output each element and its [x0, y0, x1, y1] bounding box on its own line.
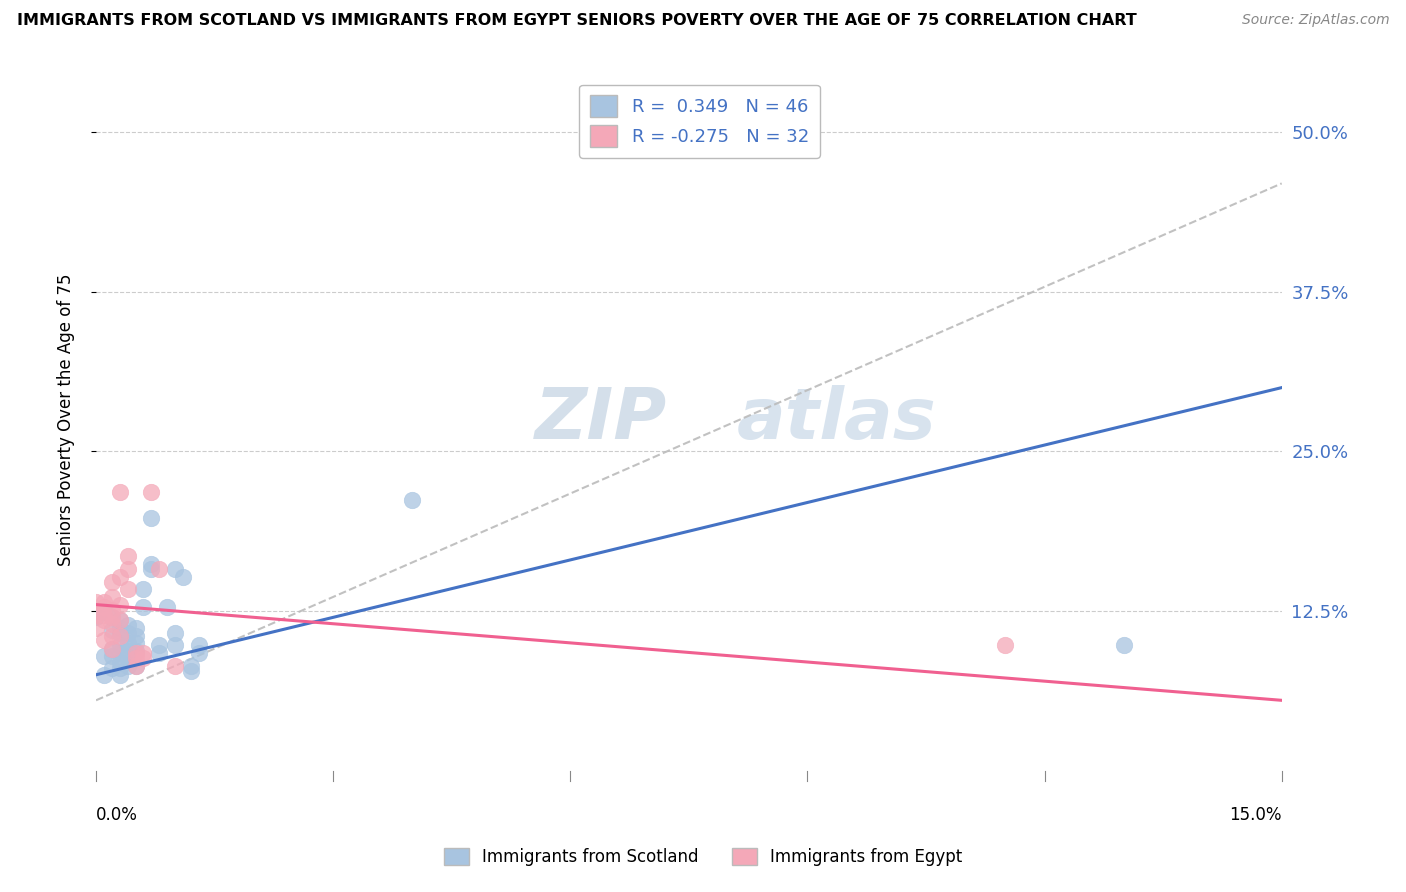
Point: [108, 613, 131, 627]
Point: [124, 636, 146, 650]
Point: [108, 661, 131, 675]
Point: [117, 658, 139, 673]
Point: [141, 485, 163, 500]
Point: [124, 643, 146, 657]
Text: 0.0%: 0.0%: [96, 806, 138, 824]
Point: [148, 646, 170, 660]
Point: [117, 643, 139, 657]
Point: [165, 639, 187, 653]
Point: [141, 562, 163, 576]
Point: [84, 610, 107, 624]
Point: [93, 633, 115, 648]
Point: [84, 595, 107, 609]
Point: [117, 582, 139, 597]
Point: [124, 658, 146, 673]
Point: [180, 658, 202, 673]
Text: atlas: atlas: [737, 385, 936, 454]
Point: [148, 639, 170, 653]
Point: [101, 590, 124, 604]
Point: [117, 618, 139, 632]
Point: [994, 639, 1017, 653]
Point: [148, 562, 170, 576]
Point: [141, 557, 163, 571]
Point: [101, 610, 124, 624]
Point: [101, 642, 124, 657]
Point: [101, 630, 124, 644]
Point: [101, 616, 124, 631]
Point: [124, 646, 146, 660]
Text: 15.0%: 15.0%: [1229, 806, 1282, 824]
Point: [141, 510, 163, 524]
Point: [165, 562, 187, 576]
Y-axis label: Seniors Poverty Over the Age of 75: Seniors Poverty Over the Age of 75: [58, 273, 75, 566]
Point: [108, 485, 131, 500]
Point: [187, 646, 209, 660]
Point: [101, 623, 124, 637]
Point: [132, 600, 155, 615]
Point: [124, 651, 146, 665]
Point: [84, 621, 107, 635]
Point: [93, 648, 115, 663]
Point: [101, 648, 124, 663]
Point: [117, 562, 139, 576]
Point: [108, 598, 131, 612]
Point: [132, 582, 155, 597]
Point: [93, 595, 115, 609]
Point: [165, 658, 187, 673]
Point: [101, 610, 124, 624]
Point: [108, 625, 131, 640]
Point: [101, 661, 124, 675]
Point: [180, 664, 202, 678]
Point: [108, 621, 131, 635]
Point: [401, 492, 423, 507]
Point: [132, 651, 155, 665]
Text: ZIP: ZIP: [534, 385, 666, 454]
Legend: R =  0.349   N = 46, R = -0.275   N = 32: R = 0.349 N = 46, R = -0.275 N = 32: [579, 85, 820, 158]
Point: [108, 655, 131, 669]
Point: [117, 636, 139, 650]
Point: [108, 569, 131, 583]
Point: [108, 667, 131, 681]
Point: [93, 600, 115, 615]
Point: [101, 642, 124, 657]
Point: [108, 630, 131, 644]
Point: [165, 625, 187, 640]
Point: [124, 621, 146, 635]
Text: IMMIGRANTS FROM SCOTLAND VS IMMIGRANTS FROM EGYPT SENIORS POVERTY OVER THE AGE O: IMMIGRANTS FROM SCOTLAND VS IMMIGRANTS F…: [17, 13, 1136, 29]
Point: [124, 630, 146, 644]
Point: [108, 646, 131, 660]
Point: [93, 613, 115, 627]
Point: [108, 613, 131, 627]
Text: Source: ZipAtlas.com: Source: ZipAtlas.com: [1241, 13, 1389, 28]
Point: [117, 651, 139, 665]
Point: [108, 639, 131, 653]
Point: [124, 658, 146, 673]
Point: [101, 603, 124, 617]
Point: [93, 667, 115, 681]
Point: [93, 604, 115, 618]
Point: [1112, 639, 1135, 653]
Point: [93, 607, 115, 622]
Point: [84, 607, 107, 622]
Point: [187, 639, 209, 653]
Point: [101, 574, 124, 589]
Point: [117, 625, 139, 640]
Point: [132, 646, 155, 660]
Point: [156, 600, 179, 615]
Legend: Immigrants from Scotland, Immigrants from Egypt: Immigrants from Scotland, Immigrants fro…: [437, 841, 969, 873]
Point: [117, 549, 139, 563]
Point: [172, 569, 194, 583]
